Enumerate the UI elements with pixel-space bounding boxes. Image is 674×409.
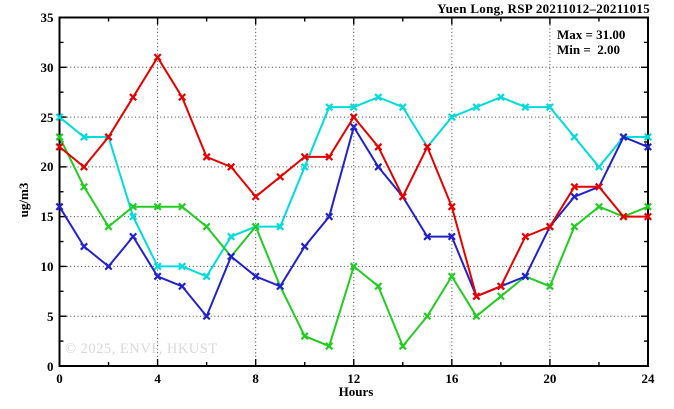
chart-title: Yuen Long, RSP 20211012–20211015 <box>437 1 650 16</box>
series-green <box>55 133 652 351</box>
x-tick-label: 12 <box>347 371 361 386</box>
x-tick-label: 24 <box>641 371 655 386</box>
stat-max: Max = 31.00 <box>557 27 626 42</box>
y-tick-label: 0 <box>47 358 54 374</box>
axis-ticks <box>58 16 649 367</box>
x-tick-label: 4 <box>154 371 161 386</box>
y-tick-label: 5 <box>47 308 54 324</box>
series-red <box>55 53 652 301</box>
plot-frame <box>58 16 649 367</box>
watermark: © 2025, ENVF, HKUST <box>65 341 218 357</box>
y-tick-label: 20 <box>40 159 54 175</box>
grid-layer <box>59 17 648 366</box>
series-red-markers <box>55 53 652 301</box>
series-blue <box>55 123 652 321</box>
stats-annotation: Max = 31.00 Min = 2.00 <box>557 27 626 57</box>
x-tick-label: 0 <box>56 371 63 386</box>
x-tick-label: 20 <box>543 371 557 386</box>
y-tick-label: 35 <box>40 10 54 25</box>
y-tick-label: 15 <box>40 209 54 225</box>
x-axis-title: Hours <box>338 384 374 399</box>
y-tick-label: 25 <box>40 109 54 125</box>
series-blue-markers <box>55 123 652 321</box>
y-tick-label: 10 <box>40 258 54 274</box>
y-tick-label: 30 <box>40 59 54 75</box>
x-tick-label: 16 <box>445 371 459 386</box>
x-tick-label: 8 <box>252 371 259 386</box>
stat-min: Min = 2.00 <box>557 41 621 57</box>
